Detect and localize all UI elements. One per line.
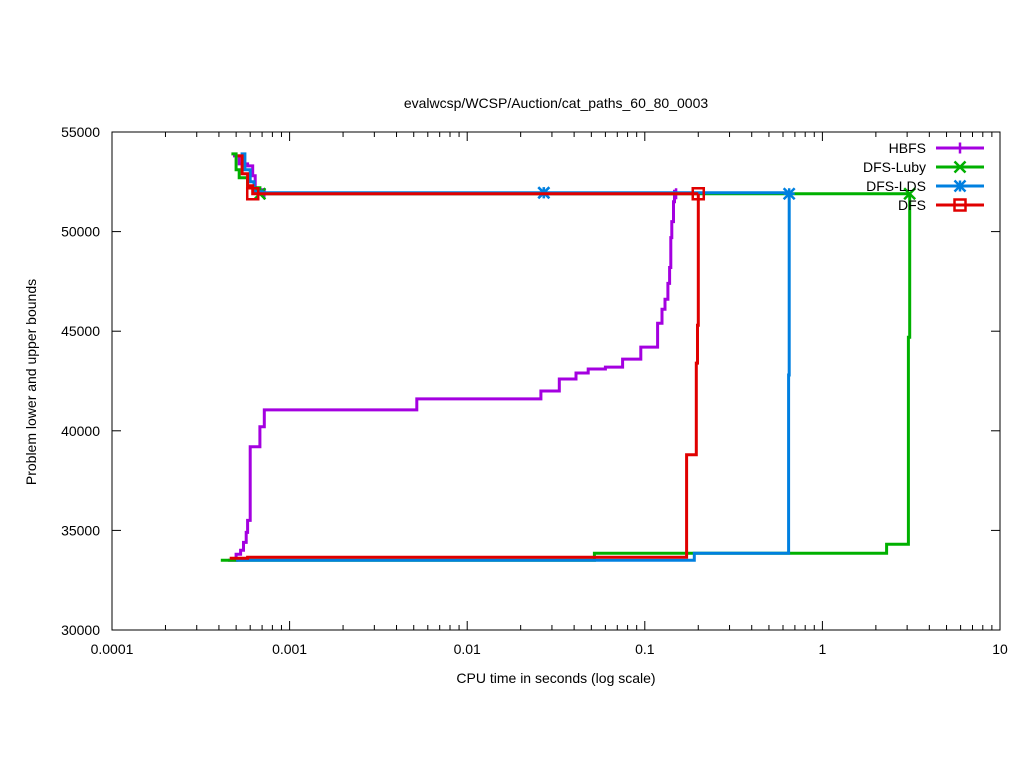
legend-item-hbfs: HBFS (889, 140, 984, 156)
legend-marker (953, 198, 967, 212)
series-dfs-luby-lower-bound-line (220, 193, 912, 562)
y-tick-label: 50000 (61, 224, 100, 240)
series-layer (220, 152, 917, 562)
legend-item-dfs-lds: DFS-LDS (866, 178, 984, 194)
series-dfs-lds (236, 152, 796, 562)
series-dfs-lower-bound-line (229, 193, 700, 560)
legend-label: DFS-Luby (863, 159, 926, 175)
legend-label: DFS (898, 197, 926, 213)
y-tick-label: 55000 (61, 124, 100, 140)
series-dfs-marker (691, 187, 706, 201)
x-tick-label: 1 (819, 641, 827, 657)
legend-item-dfs: DFS (898, 197, 984, 213)
series-dfs-marker (245, 187, 260, 201)
series-dfs (229, 154, 706, 560)
y-tick-label: 40000 (61, 423, 100, 439)
series-dfs-lds-upper-bound-line (240, 152, 791, 195)
y-axis-label: Problem lower and upper bounds (23, 279, 39, 485)
plot-frame (111, 131, 1001, 631)
y-tick-label: 35000 (61, 522, 100, 538)
x-tick-label: 0.1 (635, 641, 655, 657)
legend: HBFS DFS-Luby DFS-LDS DFS (863, 140, 984, 213)
x-tick-label: 0.0001 (91, 641, 134, 657)
x-tick-label: 0.01 (454, 641, 481, 657)
series-hbfs (228, 154, 682, 562)
legend-marker (954, 142, 966, 154)
series-dfs-luby-upper-bound-line (231, 152, 910, 196)
legend-item-dfs-luby: DFS-Luby (863, 159, 984, 175)
series-dfs-luby-marker (903, 187, 917, 201)
series-dfs-lds-marker (782, 187, 796, 201)
legend-marker (953, 179, 967, 193)
x-tick-label: 10 (992, 641, 1008, 657)
y-tick-label: 45000 (61, 323, 100, 339)
x-tick-label: 0.001 (272, 641, 307, 657)
series-dfs-luby (220, 152, 917, 562)
chart-title: evalwcsp/WCSP/Auction/cat_paths_60_80_00… (404, 95, 709, 111)
series-dfs-lds-lower-bound-line (236, 193, 791, 562)
x-axis-label: CPU time in seconds (log scale) (456, 670, 655, 686)
legend-label: DFS-LDS (866, 178, 926, 194)
series-hbfs-lower-bound-line (228, 189, 676, 562)
axis-ticks: 0.0001 0.001 0.01 0.1 1 10 30000 35000 40000 4500… (61, 124, 1008, 657)
series-hbfs-upper-bound-line (233, 154, 677, 196)
legend-marker (953, 160, 967, 174)
y-tick-label: 30000 (61, 622, 100, 638)
legend-label: HBFS (889, 140, 926, 156)
series-dfs-upper-bound-line (237, 154, 699, 196)
